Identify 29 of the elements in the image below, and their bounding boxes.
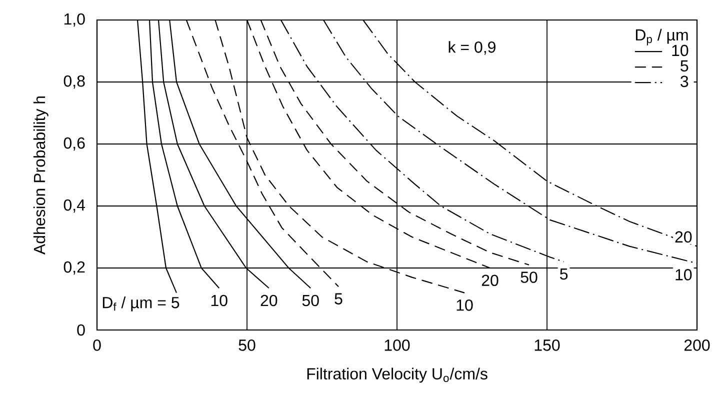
annotation: 50 (520, 272, 538, 283)
y-tick-label: 0,2 (64, 261, 85, 275)
legend-label: 3 (680, 76, 688, 88)
y-tick-label: 0,6 (64, 137, 85, 151)
x-axis-title: Filtration Velocity U$_{o}$/cm/s (307, 368, 488, 383)
annotation: 5 (334, 293, 342, 304)
y-tick-label: 0,8 (64, 75, 85, 89)
x-tick-label: 50 (238, 340, 256, 351)
x-tick-label: 0 (93, 340, 101, 351)
annotation: 10 (211, 294, 228, 306)
x-tick-label: 100 (384, 340, 410, 351)
legend-label: 10 (672, 44, 688, 56)
annotation: 10 (676, 269, 692, 280)
annotation: 20 (482, 274, 498, 286)
x-tick-label: 200 (684, 340, 710, 351)
y-tick-label: 1,0 (64, 13, 85, 27)
annotation: 20 (260, 294, 278, 306)
annotation: 50 (302, 294, 319, 306)
legend-title: D$_{p}$ / µm (636, 28, 688, 46)
annotation: k = 0,9 (448, 41, 496, 55)
annotation: D$_{f}$ / µm = 5 (102, 296, 180, 312)
y-tick-label: 0,4 (64, 199, 86, 213)
y-tick-label: 0 (77, 324, 85, 336)
legend-label: 5 (680, 60, 688, 72)
annotation: 5 (560, 268, 568, 280)
annotation: 10 (456, 300, 473, 311)
x-tick-label: 150 (534, 340, 560, 351)
y-axis-title: Adhesion Probability h (33, 96, 48, 255)
annotation: 20 (675, 231, 692, 243)
